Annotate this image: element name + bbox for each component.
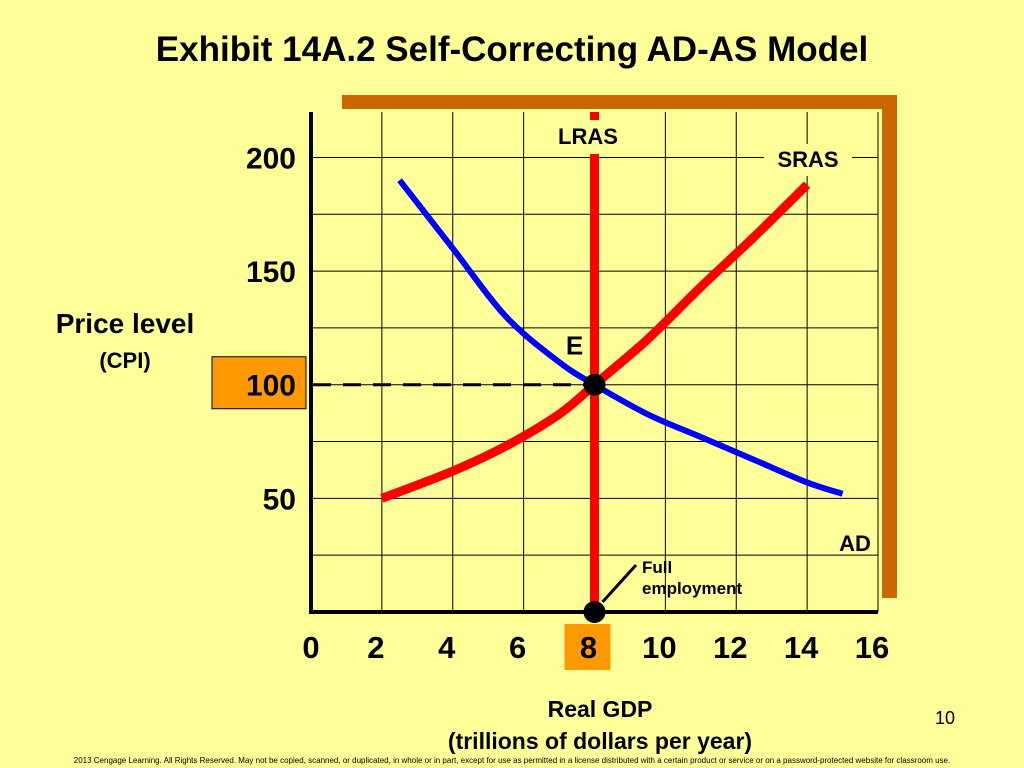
- x-axis-label: Real GDP: [547, 696, 653, 722]
- chart-title: Exhibit 14A.2 Self-Correcting AD-AS Mode…: [155, 30, 869, 69]
- x-tick-label: 10: [642, 630, 676, 665]
- curve-labels: AD SRAS LRAS Full employment: [545, 120, 871, 604]
- y-tick-labels: 50 100 150 200: [211, 142, 307, 516]
- y-axis-sublabel: (CPI): [99, 348, 151, 373]
- x-tick-labels: 0 2 4 6 8 10 12 14 16: [302, 624, 889, 670]
- y-tick-label: 150: [246, 256, 296, 289]
- x-tick-label: 4: [438, 630, 456, 665]
- frame-shadow-right: [882, 95, 897, 598]
- full-employment-label-line2: employment: [642, 579, 742, 598]
- equilibrium-label: E: [566, 331, 583, 361]
- y-tick-label: 50: [263, 483, 296, 516]
- sras-label-bg: [764, 144, 852, 176]
- y-tick-label: 200: [246, 142, 296, 175]
- x-tick-label: 14: [784, 630, 819, 665]
- x-tick-label: 8: [580, 630, 597, 665]
- marker-group: E: [566, 331, 606, 623]
- lras-label: LRAS: [558, 124, 618, 149]
- x-tick-highlight-box: [564, 624, 611, 670]
- page-number: 10: [935, 708, 956, 728]
- equilibrium-point: [583, 373, 606, 396]
- y-tick-highlight-box: [211, 356, 307, 410]
- x-tick-label: 0: [302, 630, 319, 665]
- y-tick-label: 100: [246, 370, 296, 403]
- y-axis-label: Price level: [55, 308, 195, 339]
- full-employment-point: [583, 601, 606, 623]
- full-employment-pointer: [601, 563, 638, 604]
- frame-shadow-top: [342, 95, 897, 109]
- ad-label: AD: [839, 531, 871, 556]
- lras-label-bg: [545, 120, 631, 154]
- full-employment-label-line1: Full: [642, 558, 672, 577]
- copyright-footer: 2013 Cengage Learning. All Rights Reserv…: [73, 756, 951, 765]
- x-tick-label: 6: [509, 630, 526, 665]
- x-tick-label: 12: [713, 630, 747, 665]
- sras-label: SRAS: [777, 147, 838, 172]
- x-tick-label: 16: [855, 630, 889, 665]
- x-tick-label: 2: [367, 630, 384, 665]
- x-axis-sublabel: (trillions of dollars per year): [447, 728, 753, 754]
